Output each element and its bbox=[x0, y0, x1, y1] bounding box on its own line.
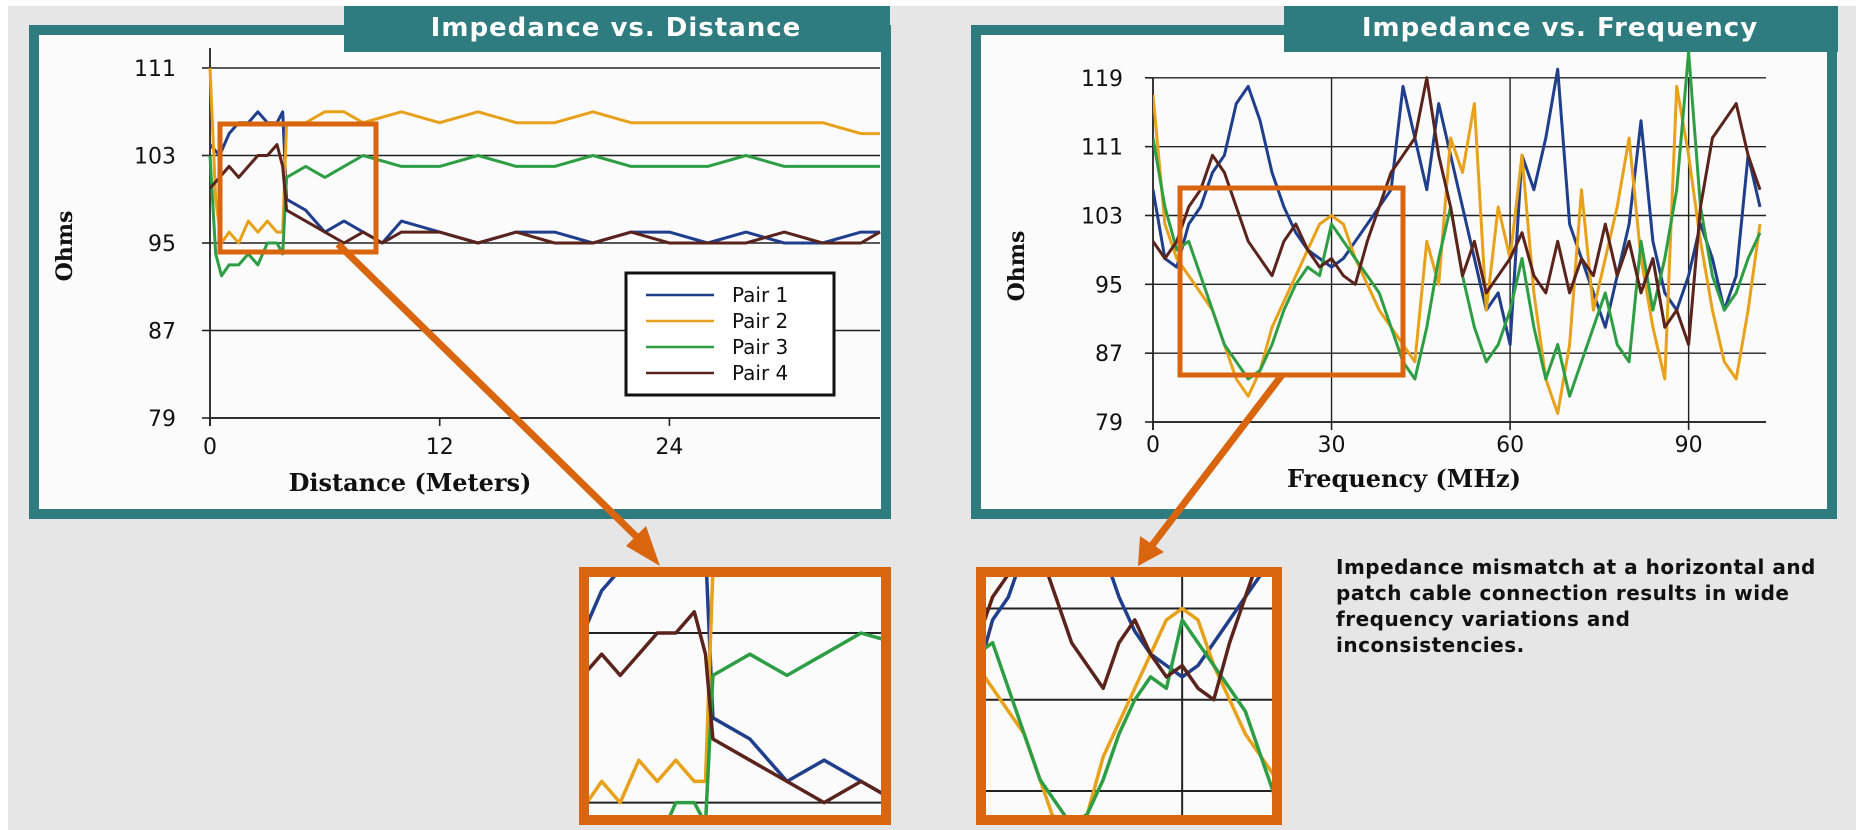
distance-zoom-content bbox=[584, 572, 886, 820]
distance-series-pair-3 bbox=[208, 154, 880, 278]
frequency-callout-arrowhead bbox=[1138, 536, 1164, 566]
frequency-tick-label-y-103: 103 bbox=[1081, 204, 1123, 229]
distance-tick-label-y-111: 111 bbox=[134, 57, 176, 82]
distance-highlight-box bbox=[217, 121, 379, 255]
distance-chart-panel: Impedance vs. Distance Ohms Distance (Me… bbox=[29, 6, 891, 519]
frequency-tick-label-x-30: 30 bbox=[1318, 433, 1346, 458]
distance-tick-label-y-95: 95 bbox=[148, 232, 176, 257]
distance-zoom-series-pair-3 bbox=[666, 631, 886, 820]
distance-tick-label-x-12: 12 bbox=[426, 435, 454, 460]
frequency-zoom-frame bbox=[976, 567, 1282, 825]
frequency-callout-arrow-shaft bbox=[1147, 372, 1285, 551]
frequency-chart-axes bbox=[1145, 77, 1766, 430]
frequency-y-axis-label: Ohms bbox=[1004, 231, 1030, 302]
frequency-chart-tick-labels: 119 111 103 95 87 79 0 30 60 90 bbox=[1081, 67, 1703, 458]
frequency-tick-label-y-79: 79 bbox=[1095, 411, 1123, 436]
frequency-series-pair-1 bbox=[1153, 67, 1762, 347]
distance-chart-title: Impedance vs. Distance bbox=[431, 13, 802, 43]
distance-tick-label-y-103: 103 bbox=[134, 145, 176, 170]
distance-x-axis-label: Distance (Meters) bbox=[289, 468, 532, 497]
frequency-series-pair-4 bbox=[1153, 76, 1762, 347]
frequency-x-axis-label: Frequency (MHz) bbox=[1287, 464, 1521, 493]
distance-tick-label-y-87: 87 bbox=[148, 320, 176, 345]
frequency-zoom-inset bbox=[976, 567, 1282, 825]
frequency-title-banner bbox=[1284, 6, 1838, 52]
distance-tick-label-x-24: 24 bbox=[655, 435, 683, 460]
distance-y-axis-label: Ohms bbox=[52, 211, 78, 282]
distance-tick-label-x-0: 0 bbox=[203, 435, 217, 460]
distance-series-pair-4 bbox=[208, 143, 881, 245]
frequency-highlight-box bbox=[1177, 185, 1406, 378]
distance-zoom-background bbox=[584, 572, 886, 820]
distance-callout-arrow-shaft bbox=[335, 241, 651, 551]
zoom-callouts bbox=[217, 121, 1406, 566]
frequency-tick-label-y-111: 111 bbox=[1081, 136, 1123, 161]
legend-label-pair-1: Pair 1 bbox=[732, 283, 788, 307]
distance-title-banner bbox=[344, 6, 890, 52]
distance-zoom-inset bbox=[579, 567, 891, 825]
frequency-zoom-series-pair-4 bbox=[981, 572, 1256, 702]
frequency-chart-panel: Impedance vs. Frequency Ohms Frequency (… bbox=[971, 6, 1838, 519]
distance-zoom-series-pair-4 bbox=[584, 610, 886, 805]
frequency-tick-label-y-119: 119 bbox=[1081, 67, 1123, 92]
legend-label-pair-4: Pair 4 bbox=[732, 361, 788, 385]
distance-chart-tick-labels: 111 103 95 87 79 0 12 24 bbox=[134, 57, 683, 460]
frequency-tick-label-y-87: 87 bbox=[1095, 342, 1123, 367]
frequency-tick-label-x-90: 90 bbox=[1675, 433, 1703, 458]
legend-label-pair-3: Pair 3 bbox=[732, 335, 788, 359]
frequency-chart-title: Impedance vs. Frequency bbox=[1362, 13, 1758, 43]
frequency-tick-label-y-95: 95 bbox=[1095, 273, 1123, 298]
distance-chart-axes bbox=[202, 48, 880, 426]
legend-label-pair-2: Pair 2 bbox=[732, 309, 788, 333]
distance-tick-label-y-79: 79 bbox=[148, 407, 176, 432]
frequency-series-pair-2 bbox=[1153, 84, 1762, 415]
distance-callout-arrowhead bbox=[626, 526, 660, 566]
distance-legend-box bbox=[624, 271, 836, 397]
impedance-note: Impedance mismatch at a horizontal and p… bbox=[1336, 555, 1816, 657]
distance-zoom-series-pair-2 bbox=[584, 572, 715, 805]
distance-zoom-frame bbox=[579, 567, 891, 825]
frequency-tick-label-x-0: 0 bbox=[1146, 433, 1160, 458]
frequency-tick-label-x-60: 60 bbox=[1496, 433, 1524, 458]
